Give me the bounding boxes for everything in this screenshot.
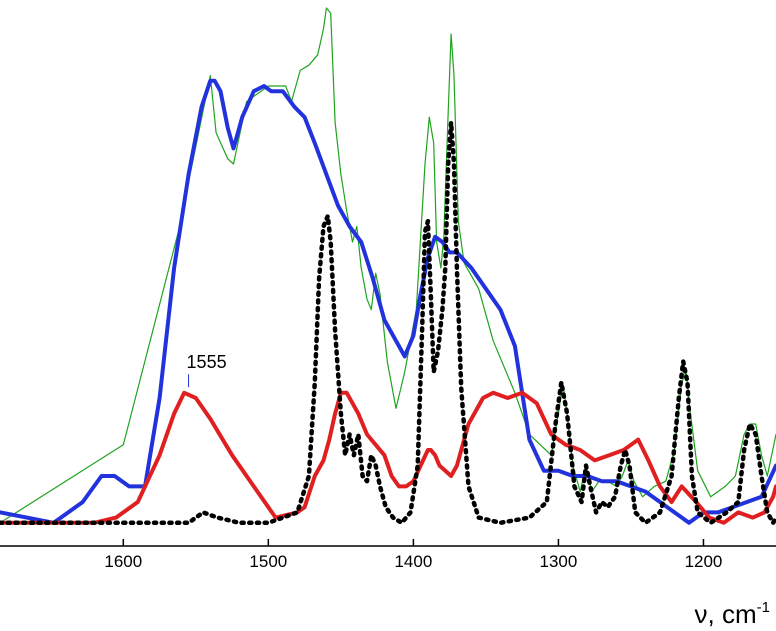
x-ticks: 1600 1500 1400 1300 1200 — [104, 539, 722, 571]
annotations: 1555 — [187, 352, 227, 388]
x-axis-label-text: ν, cm — [695, 599, 757, 629]
series-line-red — [0, 390, 776, 525]
x-tick-label-1200: 1200 — [685, 552, 723, 571]
x-tick-label-1300: 1300 — [540, 552, 578, 571]
series-layer — [0, 7, 776, 526]
x-tick-label-1500: 1500 — [249, 552, 287, 571]
x-tick-label-1400: 1400 — [394, 552, 432, 571]
x-axis-label-superscript: -1 — [757, 599, 770, 616]
x-axis-label: ν, cm-1 — [695, 599, 770, 629]
x-tick-label-1600: 1600 — [104, 552, 142, 571]
annotation-label-1555: 1555 — [187, 352, 227, 372]
series-line-black-dotted — [0, 120, 776, 526]
